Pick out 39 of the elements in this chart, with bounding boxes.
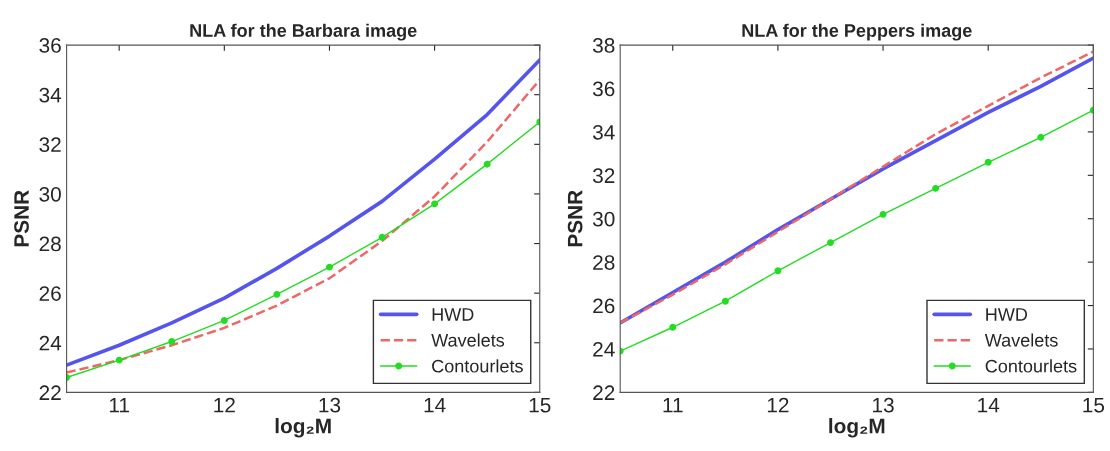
x-tick-label: 13 [319,397,341,413]
x-tick-label: 14 [978,398,1000,413]
y-tick-label: 22 [39,385,61,400]
x-tick-label: 12 [767,397,789,413]
y-tick-label: 28 [593,255,615,270]
y-tick-label: 38 [592,38,615,53]
y-tick-label: 32 [592,168,615,184]
x-tick-label: 12 [214,397,235,413]
x-axis-title: log₂M [829,418,885,438]
y-tick-label: 36 [592,81,615,97]
y-tick-label: 34 [592,124,615,140]
y-tick-label: 30 [39,186,61,202]
legend-label: Wavelets [431,333,505,347]
x-tick-label: 11 [663,398,683,413]
y-tick-label: 26 [39,286,61,301]
y-tick-label: 24 [593,341,615,357]
x-tick-label: 15 [529,398,551,413]
chart-title: NLA for the Peppers image [742,23,972,41]
x-tick-label: 14 [424,398,446,413]
y-axis-title: PSNR [567,190,583,247]
legend-label: Contourlets [985,359,1077,373]
y-tick-label: 36 [39,38,61,53]
x-tick-label: 13 [873,397,894,413]
legend-label: Contourlets [432,359,523,373]
x-axis-title: log₂M [275,418,331,438]
y-axis-title: PSNR [14,190,29,247]
y-tick-label: 26 [593,298,615,314]
y-tick-label: 30 [592,211,615,227]
legend-label: HWD [432,308,474,321]
y-tick-label: 32 [39,137,61,153]
y-tick-label: 34 [39,87,62,103]
legend-label: Wavelets [984,333,1058,347]
y-tick-label: 22 [593,385,615,400]
x-tick-label: 11 [109,398,129,413]
legend-label: HWD [986,308,1028,321]
y-tick-label: 24 [39,335,62,351]
y-tick-label: 28 [39,236,61,252]
chart-title: NLA for the Barbara image [190,23,417,41]
x-tick-label: 15 [1083,398,1105,413]
